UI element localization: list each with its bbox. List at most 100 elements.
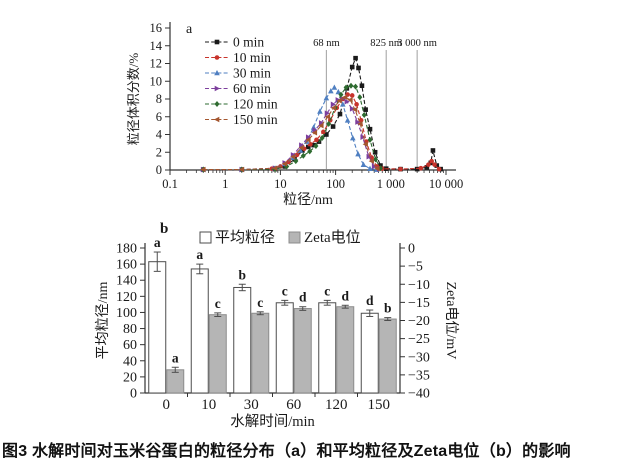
- triangle-left-marker-icon: [305, 137, 311, 143]
- svg-text:80: 80: [123, 322, 137, 337]
- error-bar: [281, 299, 289, 306]
- square-marker-icon: [214, 39, 220, 45]
- svg-text:0: 0: [130, 387, 137, 402]
- circle-marker-icon: [354, 102, 359, 107]
- legend-label: Zeta电位: [304, 229, 361, 246]
- triangle-left-marker-icon: [362, 141, 368, 148]
- panel-b-label: b: [160, 221, 168, 237]
- svg-text:120: 120: [116, 290, 137, 305]
- svg-text:180: 180: [116, 242, 137, 257]
- sig-letter-zeta-60min: d: [299, 290, 307, 305]
- circle-marker-icon: [436, 166, 442, 172]
- legend-label: 平均粒径: [215, 229, 275, 246]
- panel-b-legend: 平均粒径 Zeta电位: [199, 229, 361, 246]
- circle-marker-icon: [294, 152, 300, 158]
- triangle-left-marker-icon: [298, 145, 304, 151]
- legend-label: 10 min: [233, 50, 271, 65]
- sig-letter-avg-size-60min: c: [282, 283, 288, 298]
- square-marker-icon: [356, 65, 361, 71]
- triangle-left-marker-icon: [352, 106, 358, 113]
- square-marker-icon: [330, 124, 336, 129]
- diamond-marker-icon: [353, 83, 359, 90]
- error-bar: [323, 299, 331, 306]
- panel-b-right-ylabel: Zeta电位/mV: [443, 282, 459, 360]
- triangle-right-marker-icon: [349, 105, 356, 112]
- sig-letter-avg-size-30min: b: [238, 267, 246, 282]
- svg-text:−20: −20: [408, 314, 430, 329]
- legend-entry-avg-size: 平均粒径: [199, 229, 275, 246]
- error-bar: [366, 309, 374, 317]
- triangle-right-marker-icon: [371, 163, 378, 170]
- square-marker-icon: [414, 166, 420, 172]
- diamond-marker-icon: [319, 135, 325, 142]
- svg-text:−10: −10: [408, 278, 430, 293]
- legend-label: 150 min: [233, 112, 278, 127]
- square-marker-icon: [305, 144, 311, 150]
- panel-a-label: a: [186, 22, 193, 37]
- svg-text:10: 10: [150, 74, 163, 88]
- square-marker-icon: [372, 149, 378, 155]
- svg-text:−35: −35: [408, 368, 430, 383]
- triangle-up-marker-icon: [297, 147, 304, 153]
- circle-marker-icon: [398, 166, 403, 172]
- panel-a-ticks: [165, 27, 447, 175]
- sig-letter-avg-size-150min: d: [366, 293, 374, 308]
- sig-letter-zeta-120min: d: [341, 288, 349, 303]
- circle-marker-icon: [432, 162, 437, 167]
- svg-text:16: 16: [150, 21, 163, 35]
- svg-text:20: 20: [123, 370, 137, 385]
- bar-zeta-30min: [251, 312, 270, 394]
- zeta-swatch-icon: [288, 231, 301, 244]
- sig-letter-zeta-10min: c: [215, 296, 221, 311]
- bar-zeta-150min: [378, 318, 397, 394]
- square-marker-icon: [367, 126, 373, 132]
- square-marker-icon: [337, 111, 343, 117]
- diamond-marker-icon: [326, 120, 332, 127]
- square-marker-icon: [311, 142, 316, 148]
- sig-letter-zeta-150min: b: [384, 301, 392, 316]
- svg-text:160: 160: [116, 258, 137, 273]
- diamond-marker-icon: [348, 82, 354, 89]
- triangle-up-marker-icon: [355, 151, 361, 157]
- diamond-marker-icon: [214, 101, 220, 107]
- square-marker-icon: [353, 55, 358, 61]
- triangle-up-marker-icon: [323, 95, 330, 101]
- svg-text:−25: −25: [408, 332, 430, 347]
- triangle-up-marker-icon: [344, 117, 351, 123]
- bar-zeta-10min: [208, 314, 227, 394]
- svg-text:100: 100: [116, 306, 137, 321]
- svg-text:100: 100: [326, 177, 345, 191]
- sig-letter-zeta-0min: a: [172, 350, 179, 365]
- triangle-left-marker-icon: [368, 158, 374, 164]
- ref-label-825-nm: 825 nm: [370, 38, 402, 49]
- legend-entry-10-min: 10 min: [205, 50, 271, 65]
- diamond-marker-icon: [361, 111, 367, 118]
- svg-text:10 000: 10 000: [429, 177, 463, 191]
- triangle-left-marker-icon: [272, 165, 278, 172]
- category-label: 60: [286, 397, 301, 413]
- svg-text:40: 40: [123, 354, 137, 369]
- legend-entry-zeta: Zeta电位: [288, 229, 361, 246]
- triangle-left-marker-icon: [347, 97, 353, 103]
- triangle-right-marker-icon: [366, 153, 372, 160]
- triangle-up-marker-icon: [367, 165, 373, 171]
- bar-zeta-0min: [166, 369, 185, 394]
- diamond-marker-icon: [293, 158, 299, 165]
- svg-text:10: 10: [274, 177, 287, 191]
- legend-label: 0 min: [233, 35, 264, 50]
- svg-text:60: 60: [123, 338, 137, 353]
- svg-text:8: 8: [156, 92, 162, 106]
- legend-label: 30 min: [233, 66, 271, 81]
- circle-marker-icon: [314, 137, 319, 143]
- circle-marker-icon: [429, 158, 434, 164]
- triangle-right-marker-icon: [324, 110, 331, 116]
- category-label: 150: [368, 397, 391, 413]
- sig-letter-zeta-30min: c: [257, 295, 263, 310]
- bar-avg-size-10min: [190, 268, 209, 394]
- category-label: 10: [201, 397, 216, 413]
- category-label: 0: [163, 397, 171, 413]
- legend-label: 120 min: [233, 97, 278, 112]
